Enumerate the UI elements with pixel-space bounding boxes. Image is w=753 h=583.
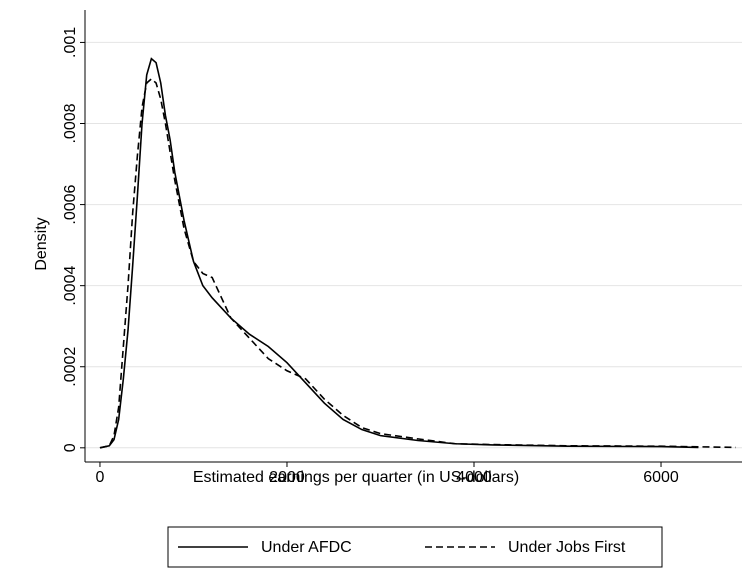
y-axis-title: Density (33, 217, 50, 270)
x-tick-label: 4000 (456, 469, 492, 486)
y-tick-label: 0 (62, 443, 79, 452)
legend-label: Under Jobs First (508, 539, 626, 556)
y-tick-label: .0006 (62, 184, 79, 224)
x-tick-label: 2000 (269, 469, 305, 486)
x-axis-title: Estimated earnings per quarter (in US-do… (193, 469, 519, 486)
x-tick-label: 0 (96, 469, 105, 486)
legend-label: Under AFDC (261, 539, 352, 556)
density-line (99, 57, 699, 449)
y-tick-label: .0008 (62, 103, 79, 143)
y-tick-label: .0002 (62, 347, 79, 387)
y-tick-label: .0004 (62, 266, 79, 306)
legend-box (167, 526, 663, 568)
x-tick-label: 6000 (643, 469, 679, 486)
density-line (99, 77, 736, 449)
y-tick-label: .001 (62, 27, 79, 58)
